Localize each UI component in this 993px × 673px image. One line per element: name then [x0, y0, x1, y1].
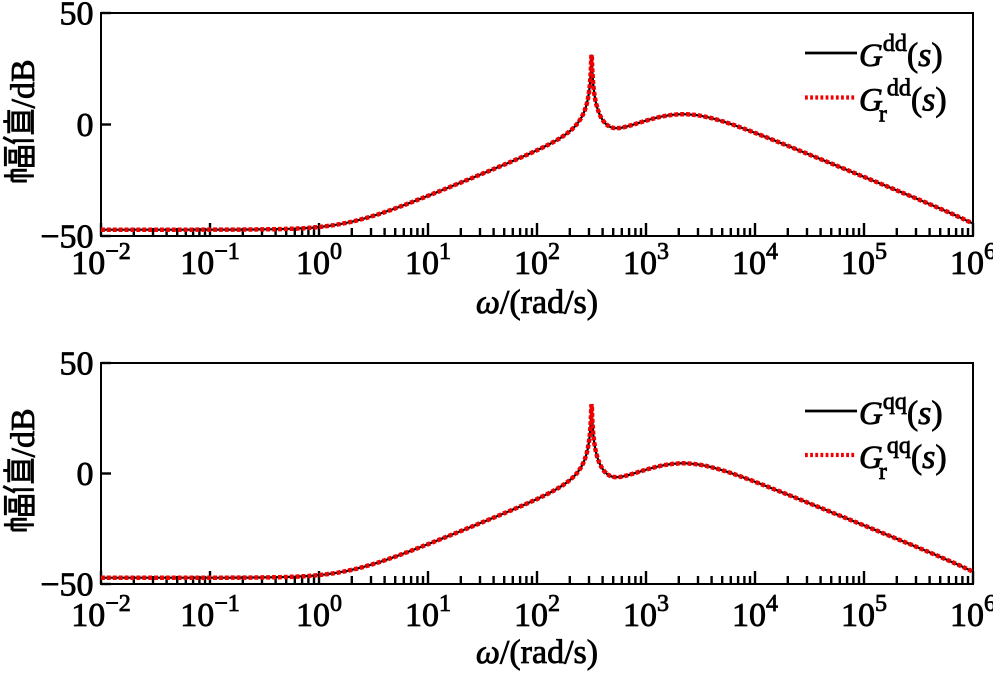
svg-text:Gdd(s): Gdd(s) [859, 31, 943, 74]
svg-text:50: 50 [60, 345, 94, 382]
svg-text:105: 105 [841, 591, 887, 634]
svg-text:ω/(rad/s): ω/(rad/s) [476, 634, 598, 671]
svg-text:−50: −50 [40, 218, 93, 255]
svg-text:100: 100 [296, 239, 342, 282]
svg-text:0: 0 [77, 107, 94, 144]
svg-text:100: 100 [296, 591, 342, 634]
svg-text:/dB: /dB [5, 59, 42, 108]
svg-text:10−1: 10−1 [180, 591, 240, 634]
svg-text:106: 106 [950, 591, 993, 634]
svg-text:Gqq(s): Gqq(s) [859, 389, 943, 432]
svg-text:103: 103 [623, 591, 669, 634]
svg-text:10−2: 10−2 [71, 239, 131, 282]
svg-text:Grdd(s): Grdd(s) [859, 76, 947, 128]
svg-text:−50: −50 [40, 566, 93, 603]
svg-text:104: 104 [732, 239, 778, 282]
svg-text:0: 0 [77, 456, 94, 493]
svg-text:50: 50 [60, 0, 94, 32]
svg-text:ω/(rad/s): ω/(rad/s) [476, 284, 598, 321]
svg-text:Grqq(s): Grqq(s) [859, 433, 947, 485]
svg-text:/dB: /dB [5, 408, 42, 457]
